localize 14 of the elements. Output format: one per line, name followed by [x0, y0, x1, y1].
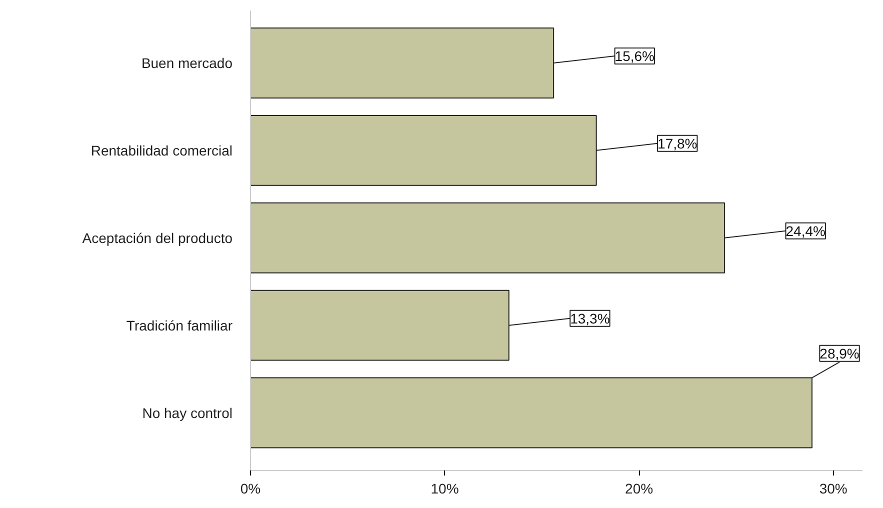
data-label: 15,6% [614, 48, 654, 64]
y-tick-label: Buen mercado [141, 54, 233, 71]
y-tick-label: Tradición familiar [126, 317, 233, 334]
data-label: 24,4% [786, 222, 826, 239]
x-tick-label: 30% [819, 480, 848, 496]
y-tick-label: Aceptación del producto [82, 230, 233, 246]
data-label: 13,3% [570, 310, 610, 326]
y-tick-label: Rentabilidad comercial [90, 142, 233, 158]
data-label: 17,8% [658, 135, 698, 152]
x-tick-label: 0% [240, 480, 261, 496]
x-tick-label: 10% [430, 480, 459, 496]
data-label: 28,9% [820, 345, 860, 362]
x-tick-label: 20% [625, 480, 654, 496]
y-tick-label: No hay control [142, 404, 233, 421]
